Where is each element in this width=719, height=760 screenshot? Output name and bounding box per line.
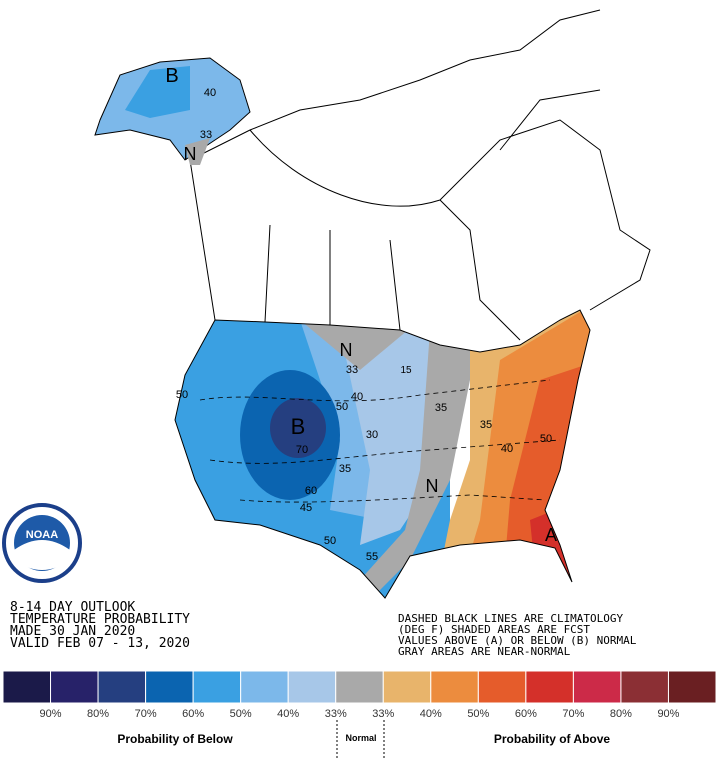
legend-label: 50% bbox=[467, 708, 489, 720]
map-label: A bbox=[545, 525, 557, 545]
alaska-inner bbox=[125, 66, 190, 118]
legend-label: 60% bbox=[515, 708, 537, 720]
map-label: 50 bbox=[176, 389, 188, 401]
legend-label: 40% bbox=[420, 708, 442, 720]
map-label: 35 bbox=[435, 402, 447, 414]
map-label: 60 bbox=[305, 485, 317, 497]
map-label: 40 bbox=[501, 443, 513, 455]
legend-label: 90% bbox=[657, 708, 679, 720]
legend-swatch bbox=[667, 670, 717, 704]
alaska-normal bbox=[185, 138, 210, 165]
map-label: N bbox=[184, 144, 197, 164]
map-label: 35 bbox=[480, 419, 492, 431]
legend-swatch bbox=[2, 670, 52, 704]
map-label: 50 bbox=[540, 433, 552, 445]
map-label: 40 bbox=[351, 391, 363, 403]
map-label: 55 bbox=[366, 551, 378, 563]
map-label: 45 bbox=[300, 502, 312, 514]
legend-swatch bbox=[382, 670, 432, 704]
legend-swatch bbox=[335, 670, 384, 704]
map-label: 15 bbox=[400, 365, 412, 376]
normal-title: Normal bbox=[345, 733, 376, 743]
map-label: 40 bbox=[204, 87, 216, 99]
legend-label: 70% bbox=[562, 708, 584, 720]
header-line: TEMPERATURE PROBABILITY bbox=[10, 612, 190, 627]
climatology-lines bbox=[199, 379, 561, 503]
header-line: VALID FEB 07 - 13, 2020 bbox=[10, 636, 190, 651]
map-label: N bbox=[426, 476, 439, 496]
map-label: 70 bbox=[296, 444, 308, 456]
legend-swatch bbox=[97, 670, 147, 704]
map-label: 33 bbox=[200, 129, 212, 141]
map-label: 30 bbox=[366, 429, 378, 441]
legend-label: 80% bbox=[610, 708, 632, 720]
legend-label: 40% bbox=[277, 708, 299, 720]
legend-swatch bbox=[145, 670, 194, 704]
legend-swatch bbox=[620, 670, 669, 704]
map-label: 33 bbox=[346, 364, 358, 376]
map-label: 50 bbox=[324, 535, 336, 547]
canada-outline bbox=[189, 9, 651, 341]
map-label: B bbox=[165, 65, 178, 87]
legend-label: 70% bbox=[135, 708, 157, 720]
header-line: 8-14 DAY OUTLOOK bbox=[10, 600, 135, 615]
map-label: 50 bbox=[336, 401, 348, 413]
legend-label: 80% bbox=[87, 708, 109, 720]
legend-label: 33% bbox=[372, 708, 394, 720]
noaa-logo: NOAA bbox=[2, 503, 82, 583]
legend-swatch bbox=[240, 670, 289, 704]
legend-swatch bbox=[572, 670, 622, 704]
header-line: MADE 30 JAN 2020 bbox=[10, 624, 135, 639]
note-line: GRAY AREAS ARE NEAR-NORMAL bbox=[398, 645, 571, 658]
legend-swatch bbox=[525, 670, 574, 704]
note-line: VALUES ABOVE (A) OR BELOW (B) NORMAL bbox=[398, 634, 637, 647]
legend-label: 90% bbox=[40, 708, 62, 720]
us-outline bbox=[174, 309, 591, 599]
above-title: Probability of Above bbox=[494, 732, 611, 746]
legend-label: 33% bbox=[325, 708, 347, 720]
note-line: DASHED BLACK LINES ARE CLIMATOLOGY bbox=[398, 612, 624, 625]
us-shading bbox=[175, 310, 590, 598]
legend-swatch bbox=[50, 670, 99, 704]
legend-swatch bbox=[287, 670, 337, 704]
map-label: N bbox=[340, 340, 353, 360]
legend-swatch bbox=[192, 670, 242, 704]
note-line: (DEG F) SHADED AREAS ARE FCST bbox=[398, 623, 590, 636]
legend-label: 60% bbox=[182, 708, 204, 720]
below-title: Probability of Below bbox=[117, 732, 233, 746]
legend-swatch bbox=[430, 670, 479, 704]
logo-text: NOAA bbox=[26, 529, 58, 541]
legend-label: 50% bbox=[230, 708, 252, 720]
map-label: 35 bbox=[339, 463, 351, 475]
legend-swatch bbox=[477, 670, 527, 704]
map-label: B bbox=[291, 414, 306, 439]
